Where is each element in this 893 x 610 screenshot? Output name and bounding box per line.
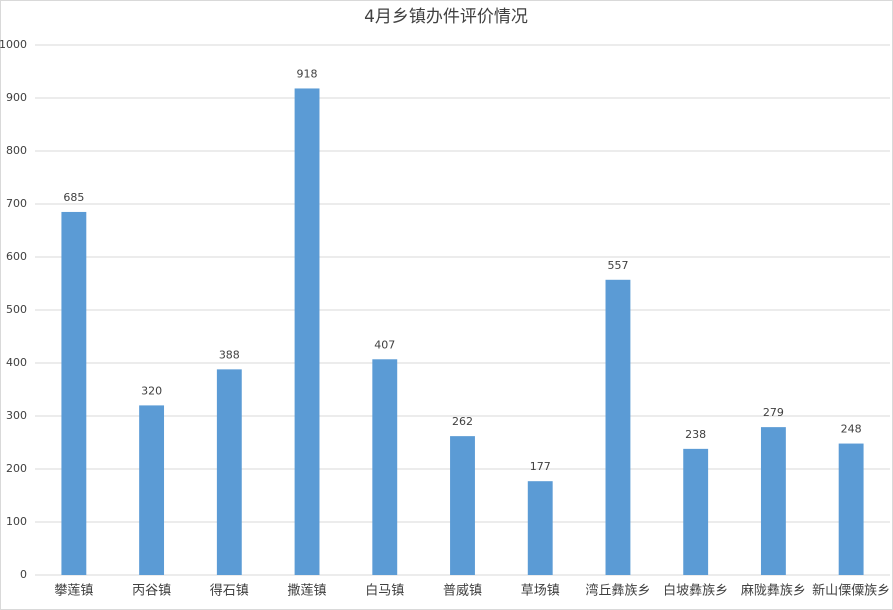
bar: [605, 279, 631, 575]
y-tick-label: 900: [6, 91, 27, 104]
data-label: 262: [452, 415, 473, 428]
data-label: 918: [297, 67, 318, 80]
y-tick-label: 100: [6, 515, 27, 528]
x-tick-label: 麻陇彝族乡: [741, 583, 806, 599]
x-tick-label: 草场镇: [521, 584, 560, 599]
data-label: 320: [141, 384, 162, 397]
bar: [683, 448, 709, 575]
bar: [838, 443, 864, 575]
y-tick-label: 1000: [0, 38, 27, 51]
data-label: 685: [63, 191, 84, 204]
bar: [216, 369, 242, 575]
bar: [372, 359, 398, 575]
data-label: 248: [841, 423, 862, 436]
data-label: 388: [219, 348, 240, 361]
y-tick-label: 200: [6, 462, 27, 475]
data-label: 279: [763, 406, 784, 419]
x-tick-label: 撒莲镇: [288, 583, 327, 599]
data-label: 177: [530, 460, 551, 473]
y-tick-label: 0: [20, 568, 27, 581]
y-tick-label: 700: [6, 197, 27, 210]
x-tick-label: 新山傈僳族乡: [812, 583, 890, 599]
bar: [61, 211, 87, 575]
x-tick-label: 白马镇: [365, 583, 404, 599]
x-tick-label: 普威镇: [443, 584, 482, 599]
bar: [139, 405, 165, 575]
data-label: 557: [607, 259, 628, 272]
data-label: 238: [685, 428, 706, 441]
x-tick-label: 得石镇: [210, 583, 249, 599]
bar: [760, 427, 786, 575]
x-tick-label: 丙谷镇: [132, 584, 171, 599]
x-tick-label: 攀莲镇: [54, 584, 93, 599]
chart-title: 4月乡镇办件评价情况: [364, 7, 528, 27]
y-tick-label: 600: [6, 250, 27, 263]
bar: [450, 436, 475, 575]
data-label: 407: [374, 338, 395, 351]
x-tick-label: 湾丘彝族乡: [585, 583, 650, 599]
y-tick-label: 400: [6, 356, 27, 369]
y-tick-label: 300: [6, 409, 27, 422]
x-tick-label: 白坡彝族乡: [663, 583, 728, 599]
y-tick-label: 500: [6, 303, 27, 316]
bar: [527, 481, 553, 575]
y-tick-label: 800: [6, 144, 27, 157]
bar: [294, 88, 320, 576]
